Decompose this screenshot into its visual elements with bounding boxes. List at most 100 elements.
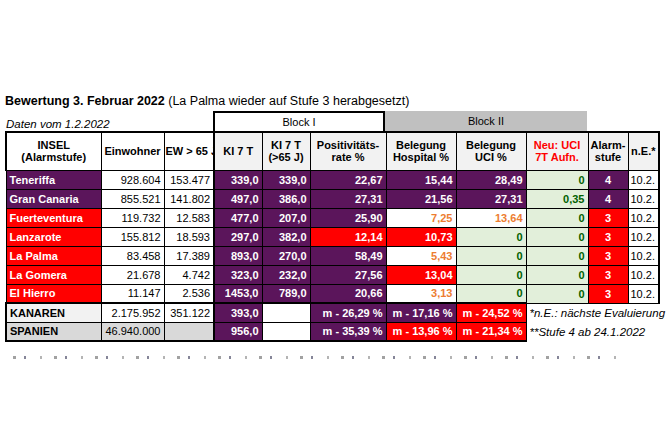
cell-ki7: 497,0 [214,189,262,208]
cell-uci: 27,31 [456,189,526,208]
cell-ki7-65-empty [262,322,310,341]
island-row: Lanzarote155.81218.593297,0382,012,1410,… [6,227,659,246]
cell-insel: Lanzarote [6,227,101,246]
cell-einwohner: 11.147 [101,284,164,303]
cell-ki7-65: 386,0 [262,189,310,208]
island-row: Teneriffa928.604153.477339,0339,022,6715… [6,170,659,189]
cell-ne: 10.2. [628,208,659,227]
cell-einwohner: 928.604 [101,170,164,189]
cell-ki7-65: 232,0 [262,265,310,284]
cell-pos: 58,49 [310,246,386,265]
cell-ki7: 323,0 [214,265,262,284]
cell-hosp: 7,25 [386,208,456,227]
col-header-positivity: Positivitäts-rate % [310,132,386,170]
cell-ew65: 4.742 [164,265,214,284]
col-header-insel: INSEL(Alarmstufe) [6,132,101,170]
cell-ew65-empty [164,322,214,341]
cell-stufe: 4 [588,189,628,208]
island-rows: Teneriffa928.604153.477339,0339,022,6715… [6,170,659,303]
cell-neu: 0 [526,265,588,284]
cell-pos: 27,31 [310,189,386,208]
cell-insel: KANAREN [6,303,101,322]
col-header-ew65: EW > 65 J [164,132,214,170]
island-row: El Hierro11.1472.5361453,0789,020,663,13… [6,284,659,303]
cell-uci: 0 [456,227,526,246]
cell-hosp: 5,43 [386,246,456,265]
cell-insel: La Palma [6,246,101,265]
col-header-alarmstufe: Alarm-stufe [588,132,628,170]
cell-ki7: 1453,0 [214,284,262,303]
cell-ew65: 351.122 [164,303,214,322]
page-title-rest: (La Palma wieder auf Stufe 3 herabgesetz… [165,94,410,108]
data-date-note: Daten vom 1.2.2022 [6,118,110,130]
island-row: Gran Canaria855.521141.802497,0386,027,3… [6,189,659,208]
cell-ki7: 393,0 [214,303,262,322]
cell-ki7-65: 789,0 [262,284,310,303]
cell-ne: 10.2. [628,246,659,265]
cell-ew65: 153.477 [164,170,214,189]
spanien-summary-row: SPANIEN 46.940.000 956,0 m - 35,39 % m -… [6,322,659,341]
cell-ki7: 477,0 [214,208,262,227]
cell-ki7-65: 382,0 [262,227,310,246]
cell-insel: Gran Canaria [6,189,101,208]
cell-uci: 0 [456,284,526,303]
cell-hosp: m - 13,96 % [386,322,456,341]
block-band-row: Daten vom 1.2.2022 Block I Block II [5,111,658,131]
band-spacer: Daten vom 1.2.2022 [5,111,213,131]
col-header-ki7-65: KI 7 T(>65 J) [262,132,310,170]
cell-hosp: 15,44 [386,170,456,189]
cell-ki7-65-empty [262,303,310,322]
col-header-einwohner: Einwohner [101,132,164,170]
cell-pos: 12,14 [310,227,386,246]
cell-stufe: 3 [588,265,628,284]
footnote-ne: *n.E.: nächste Evaluierung [526,303,659,322]
cell-einwohner: 46.940.000 [101,322,164,341]
block1-band: Block I [213,111,385,131]
cell-insel: La Gomera [6,265,101,284]
cell-pos: 20,66 [310,284,386,303]
cell-ki7-65: 270,0 [262,246,310,265]
cell-ki7: 339,0 [214,170,262,189]
cell-ew65: 141.802 [164,189,214,208]
col-header-uci: BelegungUCI % [456,132,526,170]
cell-ew65: 17.389 [164,246,214,265]
kanaren-summary-row: KANAREN 2.175.952 351.122 393,0 m - 26,2… [6,303,659,322]
cell-einwohner: 119.732 [101,208,164,227]
report-area: Bewertung 3. Februar 2022 (La Palma wied… [5,94,665,342]
col-header-ki7: KI 7 T [214,132,262,170]
cell-uci: 28,49 [456,170,526,189]
cell-stufe: 3 [588,246,628,265]
cell-pos: 22,67 [310,170,386,189]
cell-ne: 10.2. [628,227,659,246]
cell-uci: 0 [456,265,526,284]
cell-pos: 27,56 [310,265,386,284]
cell-hosp: 3,13 [386,284,456,303]
col-header-ne: n.E.* [628,132,659,170]
cell-ew65: 18.593 [164,227,214,246]
cell-neu: 0 [526,284,588,303]
cell-uci: m - 24,52 % [456,303,526,322]
cell-insel: Teneriffa [6,170,101,189]
cell-ki7: 893,0 [214,246,262,265]
cell-stufe: 3 [588,284,628,303]
cell-ne: 10.2. [628,189,659,208]
clipped-text-sliver [13,356,625,359]
cell-stufe: 3 [588,208,628,227]
cell-hosp: 10,73 [386,227,456,246]
cell-ki7-65: 339,0 [262,170,310,189]
cell-uci: 0 [456,246,526,265]
island-row: La Gomera21.6784.742323,0232,027,5613,04… [6,265,659,284]
block2-band: Block II [385,111,587,131]
page-title-bold: Bewertung 3. Februar 2022 [5,94,165,108]
cell-einwohner: 83.458 [101,246,164,265]
cell-neu: 0 [526,227,588,246]
footnote-stufe4: **Stufe 4 ab 24.1.2022 [526,322,659,341]
island-row: Fuerteventura119.73212.583477,0207,025,9… [6,208,659,227]
cell-stufe: 4 [588,170,628,189]
cell-ki7: 297,0 [214,227,262,246]
cell-ki7: 956,0 [214,322,262,341]
col-header-neu-uci: Neu: UCI7T Aufn. [526,132,588,170]
cell-uci: 13,64 [456,208,526,227]
cell-pos: 25,90 [310,208,386,227]
cell-hosp: 13,04 [386,265,456,284]
